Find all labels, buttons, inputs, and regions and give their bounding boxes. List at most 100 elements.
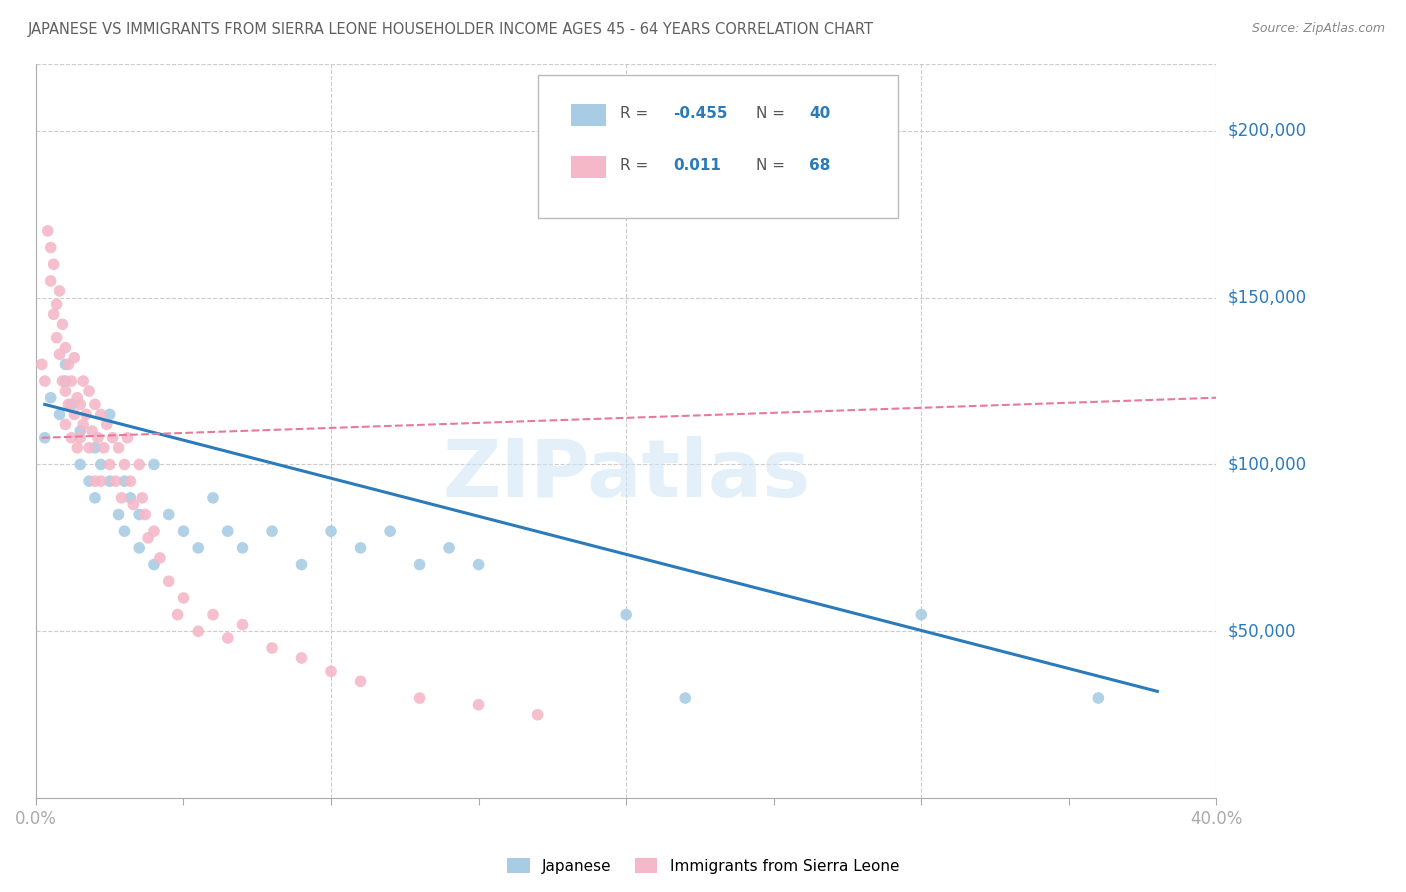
Point [55, 384, 77, 398]
Point [34, 374, 56, 388]
Point [39, 274, 62, 288]
Point [69, 458, 91, 472]
Point [408, 691, 430, 706]
Text: $200,000: $200,000 [1227, 122, 1306, 140]
Text: R =: R = [620, 158, 654, 173]
Point [77, 384, 100, 398]
Point [614, 607, 637, 622]
Point [290, 651, 312, 665]
Point [66, 391, 89, 405]
Point [166, 607, 188, 622]
Point [101, 431, 124, 445]
Point [60, 431, 83, 445]
Point [55, 357, 77, 371]
Point [173, 524, 195, 539]
Point [114, 524, 136, 539]
Point [34, 431, 56, 445]
Point [110, 491, 132, 505]
Point [217, 631, 239, 645]
Point [48, 408, 70, 422]
Point [58, 397, 80, 411]
Point [58, 357, 80, 371]
Point [437, 541, 460, 555]
Text: 0.011: 0.011 [673, 158, 721, 173]
Point [173, 591, 195, 605]
FancyBboxPatch shape [537, 75, 897, 219]
Point [120, 474, 142, 488]
Point [77, 474, 100, 488]
Point [187, 624, 209, 639]
Point [157, 508, 180, 522]
Point [467, 698, 489, 712]
Point [55, 374, 77, 388]
Point [93, 441, 115, 455]
Text: 68: 68 [808, 158, 831, 173]
Point [42, 257, 65, 271]
Text: -0.455: -0.455 [673, 106, 728, 121]
Point [98, 458, 121, 472]
Text: 40: 40 [808, 106, 831, 121]
Point [122, 498, 145, 512]
Point [84, 474, 107, 488]
Point [201, 491, 224, 505]
FancyBboxPatch shape [571, 104, 606, 127]
Point [319, 665, 342, 679]
Point [1087, 691, 1109, 706]
Point [39, 391, 62, 405]
Point [117, 431, 139, 445]
Point [143, 558, 166, 572]
Point [55, 417, 77, 432]
Point [187, 541, 209, 555]
Text: ZIPatlas: ZIPatlas [441, 436, 810, 514]
Point [114, 458, 136, 472]
Point [319, 524, 342, 539]
Point [260, 640, 283, 655]
Point [72, 374, 94, 388]
Point [114, 474, 136, 488]
Point [128, 508, 150, 522]
Point [63, 351, 86, 365]
Text: N =: N = [756, 106, 790, 121]
Point [84, 397, 107, 411]
Text: JAPANESE VS IMMIGRANTS FROM SIERRA LEONE HOUSEHOLDER INCOME AGES 45 - 64 YEARS C: JAPANESE VS IMMIGRANTS FROM SIERRA LEONE… [28, 22, 875, 37]
Point [136, 531, 159, 545]
Point [72, 417, 94, 432]
Point [98, 474, 121, 488]
Point [143, 458, 166, 472]
Point [90, 408, 112, 422]
Point [104, 474, 127, 488]
Point [51, 318, 73, 332]
Point [217, 524, 239, 539]
Point [526, 707, 548, 722]
Point [69, 424, 91, 438]
Point [60, 397, 83, 411]
Point [120, 491, 142, 505]
Point [84, 491, 107, 505]
Point [378, 524, 401, 539]
Point [42, 307, 65, 321]
Point [66, 441, 89, 455]
Legend: Japanese, Immigrants from Sierra Leone: Japanese, Immigrants from Sierra Leone [501, 852, 905, 880]
Point [128, 458, 150, 472]
Point [107, 508, 129, 522]
Point [349, 541, 371, 555]
Point [48, 284, 70, 298]
Point [31, 357, 53, 371]
Point [80, 424, 103, 438]
Text: $100,000: $100,000 [1227, 456, 1306, 474]
Point [75, 408, 97, 422]
Point [98, 408, 121, 422]
Point [45, 297, 67, 311]
Text: $50,000: $50,000 [1227, 623, 1296, 640]
Point [408, 558, 430, 572]
Point [96, 417, 118, 432]
Point [673, 691, 696, 706]
Point [467, 558, 489, 572]
Text: Source: ZipAtlas.com: Source: ZipAtlas.com [1251, 22, 1385, 36]
Point [143, 524, 166, 539]
Point [231, 617, 253, 632]
Point [77, 441, 100, 455]
Point [349, 674, 371, 689]
Point [55, 341, 77, 355]
Point [910, 607, 932, 622]
